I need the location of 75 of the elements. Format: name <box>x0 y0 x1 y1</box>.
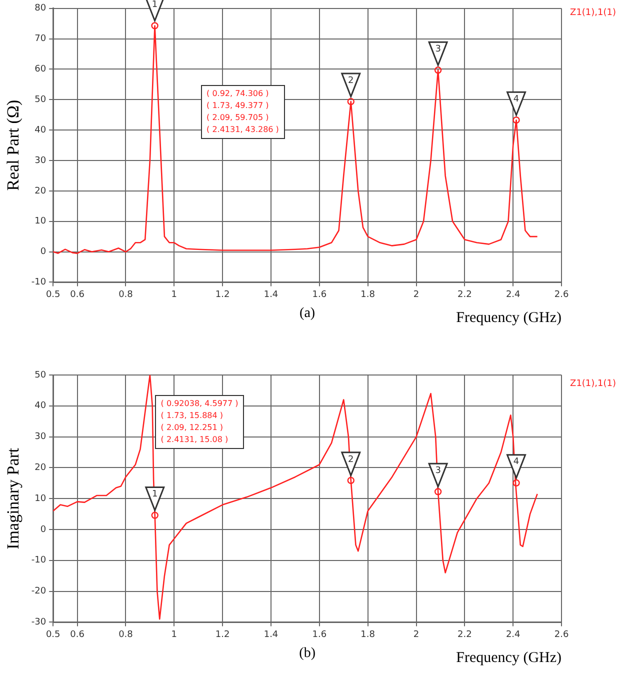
x-tick-label: 0.5 <box>46 290 60 300</box>
y-axis-title: Imaginary Part <box>4 448 23 550</box>
y-tick-label: -10 <box>31 278 46 288</box>
x-axis-title: Frequency (GHz) <box>456 650 562 666</box>
annotation: 1 <box>152 490 158 500</box>
annotation: ( 2.09, 12.251 ) <box>160 422 224 434</box>
y-tick-label: 0 <box>40 524 46 535</box>
x-tick-label: 1.8 <box>360 290 376 300</box>
y-tick-label: 10 <box>34 494 46 504</box>
x-tick-label: 0.8 <box>118 630 134 640</box>
annotation: 3 <box>435 466 441 476</box>
x-tick-label: 1.2 <box>215 290 230 300</box>
annotation: ( 2.09, 59.705 ) <box>206 112 270 124</box>
annotation: ( 1.73, 15.884 ) <box>160 410 224 422</box>
y-tick-label: 40 <box>34 125 46 136</box>
point <box>347 476 354 484</box>
annotation: 1 <box>152 0 158 10</box>
annotation: 3 <box>435 44 441 54</box>
point <box>512 479 520 487</box>
y-tick-label: 20 <box>34 463 46 474</box>
annotation: ( 0.92038, 4.5977 ) <box>160 398 238 410</box>
y-tick-label: 10 <box>34 216 46 227</box>
y-tick-label: -10 <box>31 556 46 566</box>
x-tick-label: 2 <box>413 290 420 300</box>
text: Z1(1),1(1) <box>570 378 616 389</box>
x-tick-label: 1.4 <box>264 630 278 640</box>
y-tick-label: 80 <box>34 4 46 14</box>
x-tick-label: 0.6 <box>70 290 85 300</box>
y-tick-label: 40 <box>34 401 46 412</box>
annotation: 4 <box>513 457 520 468</box>
y-tick-label: 70 <box>34 34 46 44</box>
annotation: 2 <box>348 454 354 465</box>
point <box>347 98 354 106</box>
x-tick-label: 2.6 <box>554 630 569 640</box>
y-tick-label: 50 <box>34 370 46 380</box>
point <box>434 66 442 74</box>
x-tick-label: 0.6 <box>70 630 85 640</box>
x-tick-label: 2.6 <box>554 290 569 300</box>
point <box>151 512 158 519</box>
point <box>151 22 158 30</box>
point <box>512 116 520 124</box>
x-tick-label: 2.4 <box>506 630 521 640</box>
x-tick-label: 2.2 <box>458 290 472 300</box>
x-tick-label: 2.4 <box>506 290 521 300</box>
text: (a) <box>300 306 316 321</box>
y-tick-label: 50 <box>34 95 46 106</box>
x-tick-label: 1.8 <box>360 630 376 640</box>
annotation: ( 2.4131, 43.286 ) <box>206 124 279 136</box>
x-tick-label: 1.6 <box>312 290 327 300</box>
x-tick-label: 1.2 <box>215 630 230 640</box>
x-tick-label: 1 <box>171 290 178 300</box>
x-tick-label: 1.6 <box>312 630 327 640</box>
x-tick-label: 2 <box>413 630 420 640</box>
x-tick-label: 0.8 <box>118 290 134 300</box>
x-tick-label: 0.5 <box>46 630 60 640</box>
x-tick-label: 2.2 <box>458 630 472 640</box>
y-tick-label: 60 <box>34 64 46 75</box>
x-tick-label: 1 <box>171 630 178 640</box>
y-tick-label: 20 <box>34 186 46 196</box>
annotation: 2 <box>348 76 354 86</box>
annotation: ( 0.92, 74.306 ) <box>206 88 270 100</box>
y-axis-title: Real Part (Ω) <box>4 100 23 191</box>
point <box>434 488 442 496</box>
y-tick-label: 0 <box>40 247 46 258</box>
text: (b) <box>299 646 316 661</box>
annotation: ( 1.73, 49.377 ) <box>206 100 270 112</box>
annotation: 4 <box>513 94 520 104</box>
annotation: ( 2.4131, 15.08 ) <box>160 434 230 446</box>
y-tick-label: -30 <box>31 618 46 628</box>
y-tick-label: -20 <box>31 586 46 597</box>
y-tick-label: 30 <box>34 156 46 166</box>
y-tick-label: 30 <box>34 432 46 442</box>
x-axis-title: Frequency (GHz) <box>456 310 562 326</box>
text: Z1(1),1(1) <box>570 8 616 18</box>
x-tick-label: 1.4 <box>264 290 278 300</box>
